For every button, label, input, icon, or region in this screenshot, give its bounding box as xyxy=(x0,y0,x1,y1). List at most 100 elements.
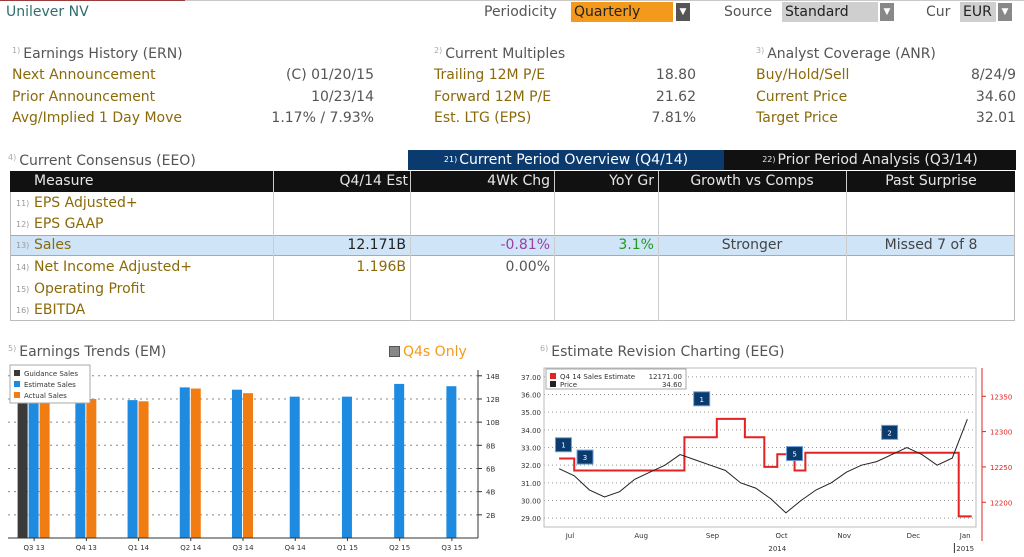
est-ltg-label: Est. LTG (EPS) xyxy=(434,110,532,126)
sales-past-surprise: Missed 7 of 8 xyxy=(884,237,978,253)
left-tick-label: 34.00 xyxy=(521,427,541,435)
currency-chevron-down-icon[interactable]: ▼ xyxy=(998,3,1012,21)
sales-yoy-gr: 3.1% xyxy=(618,237,654,253)
analyst-coverage-title[interactable]: 3) Analyst Coverage (ANR) xyxy=(756,46,936,62)
bar-estimate-sales xyxy=(75,395,86,538)
tab-current-period-label: Current Period Overview (Q4/14) xyxy=(459,152,689,168)
x-tick-label: Nov xyxy=(837,532,851,540)
legend-label: Actual Sales xyxy=(24,392,67,400)
y-tick-label: 14B xyxy=(486,373,500,381)
col-measure[interactable]: Measure xyxy=(34,173,94,189)
current-multiples-num: 2) xyxy=(434,46,443,55)
estimate-revision-chart: 29.00 30.00 31.00 32.00 33.00 34.00 35.00 36.00… xyxy=(521,367,1012,553)
row-eps-gaap[interactable]: EPS GAAP xyxy=(34,216,104,232)
current-multiples-title[interactable]: 2) Current Multiples xyxy=(434,46,565,62)
legend-value: 12171.00 xyxy=(649,373,682,381)
event-marker xyxy=(554,437,572,453)
bar-actual-sales xyxy=(138,401,149,538)
y-tick-label: 10B xyxy=(486,419,500,427)
x-tick-label: Q2 15 xyxy=(389,544,410,552)
current-price-label: Current Price xyxy=(756,89,848,105)
periodicity-chevron-down-icon[interactable]: ▼ xyxy=(676,3,690,21)
right-tick-label: 12250 xyxy=(990,464,1012,472)
bar-guidance-sales xyxy=(17,393,28,538)
tab-current-period[interactable]: 21) Current Period Overview (Q4/14) xyxy=(408,150,724,170)
col-4wk-chg[interactable]: 4Wk Chg xyxy=(487,173,550,189)
legend-label: Estimate Sales xyxy=(24,381,76,389)
row-sales[interactable]: Sales xyxy=(34,237,72,253)
event-marker-label: 5 xyxy=(792,451,796,459)
col-yoy-gr[interactable]: YoY Gr xyxy=(609,173,654,189)
col-q4-est[interactable]: Q4/14 Est xyxy=(339,173,408,189)
q4s-only-label[interactable]: Q4s Only xyxy=(403,344,467,360)
left-tick-label: 37.00 xyxy=(521,374,541,382)
x-tick-label: Q2 14 xyxy=(180,544,202,552)
row-num: 13) xyxy=(16,241,30,250)
forward-pe-value: 21.62 xyxy=(655,89,696,105)
col-growth-vs-comps[interactable]: Growth vs Comps xyxy=(690,173,814,189)
consensus-label: Current Consensus (EEO) xyxy=(19,153,196,169)
net-income-4wk-chg: 0.00% xyxy=(505,259,550,275)
net-income-q4-est: 1.196B xyxy=(356,259,406,275)
row-net-income-adjusted[interactable]: Net Income Adjusted+ xyxy=(34,259,192,275)
col-divider xyxy=(846,171,847,321)
current-multiples-label: Current Multiples xyxy=(445,46,566,62)
event-marker-label: 1 xyxy=(561,442,565,450)
trailing-pe-value: 18.80 xyxy=(655,67,696,83)
row-num: 15) xyxy=(16,285,30,294)
row-ebitda[interactable]: EBITDA xyxy=(34,302,86,318)
legend-swatch xyxy=(14,392,20,398)
legend-swatch xyxy=(550,373,556,379)
bar-estimate-sales xyxy=(394,383,405,538)
currency-dropdown[interactable]: EUR xyxy=(960,2,996,22)
right-tick-label: 12350 xyxy=(990,393,1012,401)
bar-estimate-sales xyxy=(289,396,300,538)
row-operating-profit[interactable]: Operating Profit xyxy=(34,281,145,297)
est-ltg-value: 7.81% xyxy=(651,110,696,126)
source-chevron-down-icon[interactable]: ▼ xyxy=(880,3,894,21)
row-num: 12) xyxy=(16,220,30,229)
left-tick-label: 33.00 xyxy=(521,445,541,453)
top-accent-line xyxy=(0,0,185,1)
tab-current-period-num: 21) xyxy=(443,155,458,164)
periodicity-dropdown[interactable]: Quarterly xyxy=(571,2,673,22)
prior-announcement-value: 10/23/14 xyxy=(311,89,374,105)
bar-legend-box xyxy=(9,364,91,404)
consensus-table-header xyxy=(10,171,1015,192)
y-tick-label: 12B xyxy=(486,396,500,404)
earnings-trends-title[interactable]: 5) Earnings Trends (EM) xyxy=(8,344,166,360)
bar-estimate-sales xyxy=(127,400,138,538)
x-tick-label: Q3 13 xyxy=(24,544,45,552)
event-marker-label: 1 xyxy=(699,396,703,404)
buy-hold-sell-label: Buy/Hold/Sell xyxy=(756,67,850,83)
next-announcement-label: Next Announcement xyxy=(12,67,156,83)
bar-estimate-sales xyxy=(28,394,39,538)
legend-value: 34.60 xyxy=(662,381,682,389)
estimate-revision-title[interactable]: 6) Estimate Revision Charting (EEG) xyxy=(540,344,785,360)
left-tick-label: 32.00 xyxy=(521,462,541,470)
estimate-revision-label: Estimate Revision Charting (EEG) xyxy=(551,344,785,360)
consensus-title[interactable]: 4) Current Consensus (EEO) xyxy=(8,153,196,169)
y-tick-label: 4B xyxy=(486,489,495,497)
estimate-series-line xyxy=(559,417,972,518)
bar-actual-sales xyxy=(190,388,201,538)
earnings-trends-label: Earnings Trends (EM) xyxy=(19,344,167,360)
source-label: Source xyxy=(724,4,773,20)
q4s-only-checkbox[interactable] xyxy=(389,346,400,357)
row-num: 14) xyxy=(16,263,30,272)
avg-move-value: 1.17% / 7.93% xyxy=(271,110,374,126)
left-tick-label: 29.00 xyxy=(521,515,541,523)
col-past-surprise[interactable]: Past Surprise xyxy=(885,173,977,189)
sales-row-highlight[interactable] xyxy=(11,235,1014,256)
left-tick-label: 35.00 xyxy=(521,409,541,417)
earnings-history-title[interactable]: 1) Earnings History (ERN) xyxy=(12,46,183,62)
bar-actual-sales xyxy=(86,398,97,538)
source-dropdown[interactable]: Standard xyxy=(782,2,878,22)
row-eps-adjusted[interactable]: EPS Adjusted+ xyxy=(34,195,138,211)
price-series-line xyxy=(558,419,968,514)
bar-actual-sales xyxy=(39,393,50,538)
buy-hold-sell-value: 8/24/9 xyxy=(970,67,1016,83)
sales-q4-est: 12.171B xyxy=(347,237,406,253)
tab-prior-period[interactable]: 22) Prior Period Analysis (Q3/14) xyxy=(724,150,1016,170)
x-tick-label: Aug xyxy=(634,532,648,540)
